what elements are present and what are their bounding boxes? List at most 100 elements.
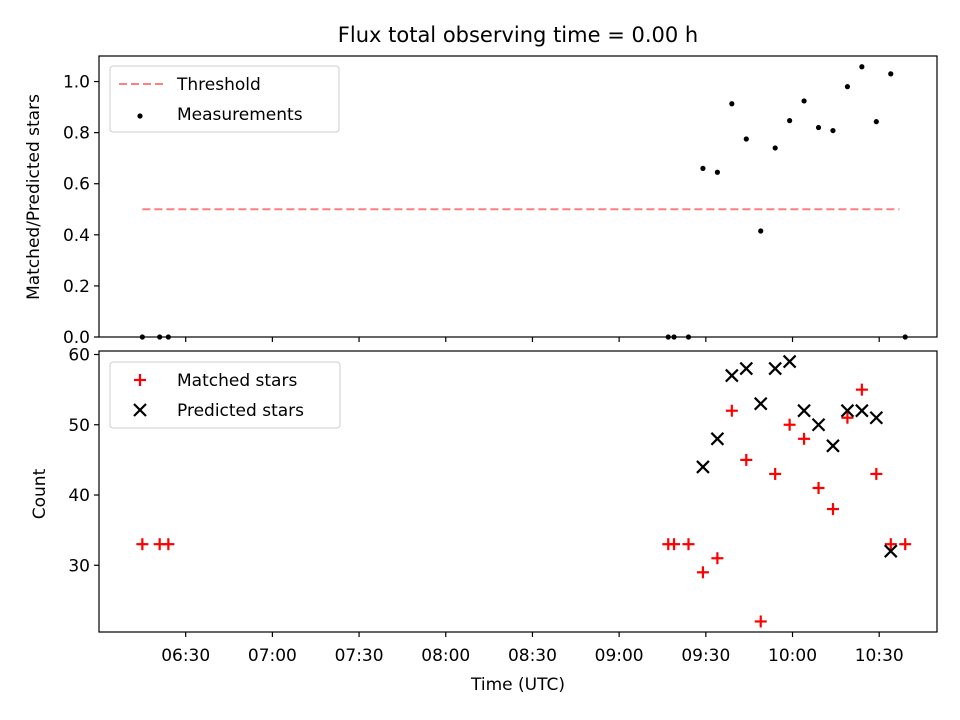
legend-measurements-label: Measurements [177,105,303,125]
bottom-plot-area: 30 40 50 60 06:30 07:00 07:30 08:00 08:30 09:00 09… [68,346,912,666]
legend-measurements-marker [137,113,143,119]
measurement-point [873,119,879,125]
top-plot-area: 0.0 0.2 0.4 0.6 0.8 1.0 [63,64,908,348]
predicted-star-stroke [840,403,855,418]
matched-star-point [668,538,681,551]
predicted-star-stroke [869,410,884,425]
predicted-star-stroke [811,417,826,432]
legend-predicted-label: Predicted stars [177,401,304,421]
matched-star-point [769,467,782,480]
bottom-y-tick-label: 50 [68,416,90,436]
predicted-star-stroke [855,403,869,418]
matched-star-point [682,538,695,551]
top-chart-title: Flux total observing time = 0.00 h [338,23,698,47]
x-tick-label: 07:30 [335,646,384,666]
predicted-star-point [725,368,739,383]
top-y-tick-label: 1.0 [63,73,90,93]
top-legend: Threshold Measurements [109,65,340,133]
predicted-star-stroke [710,432,725,446]
predicted-star-stroke [739,361,754,376]
top-y-tick-label: 0.8 [63,124,90,144]
predicted-star-point [753,396,768,411]
x-tick-label: 10:30 [855,646,904,666]
predicted-star-stroke [797,403,811,418]
predicted-star-point [739,361,754,376]
x-tick-label: 08:30 [508,646,557,666]
predicted-star-point [840,403,855,418]
matched-star-point [870,467,883,480]
top-plot-frame [98,55,938,338]
matched-star-point [754,615,767,628]
measurement-point [830,127,836,134]
predicted-star-stroke [696,460,710,474]
top-legend-box [109,65,340,133]
bottom-legend: Matched stars Predicted stars [109,361,341,429]
x-tick-label: 09:00 [595,646,644,666]
legend-threshold-label: Threshold [176,75,261,95]
measurement-point [787,118,793,124]
top-y-tick-label: 0.6 [63,175,90,195]
x-tick-label: 08:00 [421,646,470,666]
bottom-y-axis-label: Count [30,468,50,519]
matched-star-point [162,538,175,551]
top-y-tick-label: 0.0 [63,328,90,348]
predicted-star-point [797,403,811,418]
predicted-star-stroke [725,368,739,383]
top-y-tick-label: 0.4 [63,226,90,246]
matched-star-point [899,538,912,551]
x-tick-label: 07:00 [248,646,297,666]
predicted-star-stroke [753,396,768,411]
predicted-star-point [883,544,898,558]
matched-star-point [696,566,709,579]
predicted-star-point [768,361,782,376]
matched-star-point [826,503,839,516]
measurement-point [743,136,749,142]
x-tick-label: 06:30 [161,646,210,666]
predicted-star-stroke [826,439,840,453]
measurement-point [729,101,735,107]
measurement-point [700,165,706,171]
measurement-point [815,124,822,131]
predicted-star-point [782,354,797,369]
predicted-star-point [855,403,869,418]
predicted-star-stroke [768,361,782,376]
legend-matched-label: Matched stars [177,371,297,391]
bottom-legend-box [109,361,341,429]
matched-star-point [884,538,897,551]
matched-star-point [798,432,811,445]
predicted-star-stroke [782,354,797,369]
measurement-point [714,169,720,175]
x-tick-label: 09:30 [681,646,730,666]
measurement-point [758,228,764,234]
matched-star-point [711,552,724,565]
measurement-point [888,71,894,77]
predicted-star-point [710,432,725,446]
top-y-axis-label: Matched/Predicted stars [24,94,44,300]
predicted-star-point [811,417,826,432]
measurement-point [859,64,865,70]
x-tick-label: 10:00 [768,646,817,666]
matched-star-point [855,383,868,396]
matched-star-point [783,418,796,431]
matched-star-point [725,404,738,417]
measurement-point [801,98,807,104]
bottom-plot-frame [98,350,938,633]
bottom-y-tick-label: 30 [68,556,90,576]
bottom-y-tick-label: 40 [68,486,90,506]
legend-matched-marker [134,374,146,386]
top-y-tick-label: 0.2 [63,277,90,297]
predicted-star-stroke [883,544,898,558]
x-axis-label: Time (UTC) [470,675,565,695]
measurement-point [772,145,778,151]
legend-predicted-marker [133,403,147,417]
matched-star-point [740,453,753,466]
measurement-point [844,84,851,90]
predicted-star-point [826,439,840,453]
matched-star-point [136,538,149,551]
bottom-y-tick-label: 60 [68,346,90,366]
predicted-star-point [869,410,884,425]
matched-star-point [812,481,825,494]
matched-star-point [841,411,854,424]
predicted-star-point [696,460,710,474]
